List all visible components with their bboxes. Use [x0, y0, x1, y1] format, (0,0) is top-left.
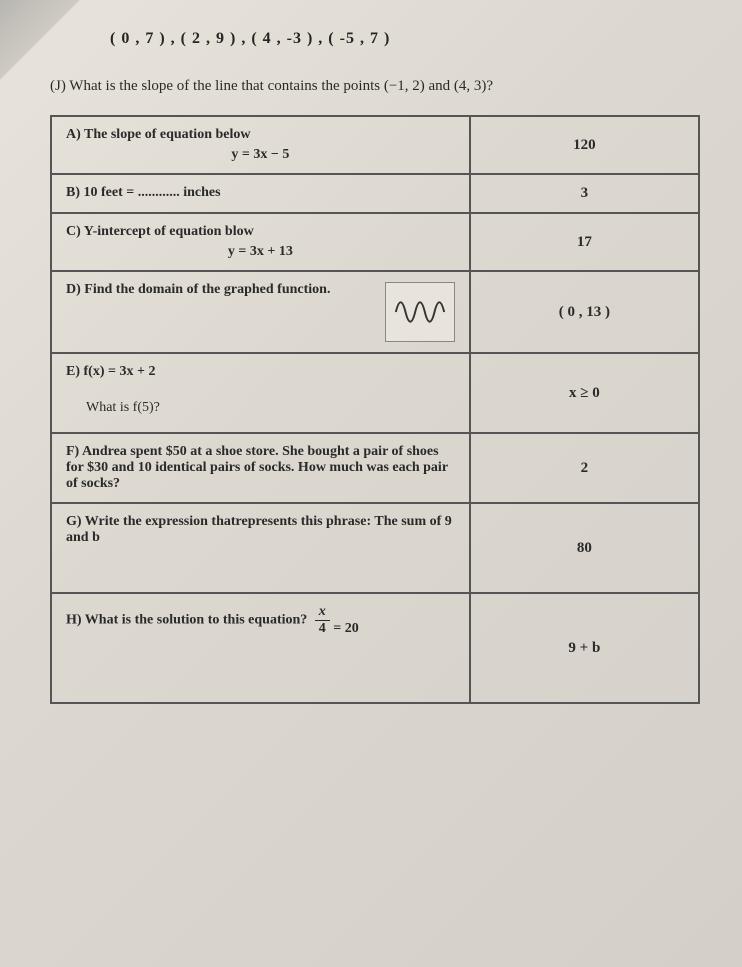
cell-e-answer: x ≥ 0 [470, 353, 699, 433]
row-h-equation: x 4 = 20 [315, 604, 359, 637]
cell-g-question: G) Write the expression thatrepresents t… [51, 503, 470, 593]
worksheet-page: ( 0 , 7 ) , ( 2 , 9 ) , ( 4 , -3 ) , ( -… [0, 0, 742, 967]
row-e-label: E) f(x) = 3x + 2 [66, 364, 155, 379]
cell-f-answer: 2 [470, 433, 699, 503]
coordinate-list: ( 0 , 7 ) , ( 2 , 9 ) , ( 4 , -3 ) , ( -… [110, 30, 712, 48]
cell-d-answer: ( 0 , 13 ) [470, 271, 699, 353]
row-f-label: F) Andrea spent $50 at a shoe store. She… [66, 444, 448, 491]
cell-b-question: B) 10 feet = ............ inches [51, 174, 470, 213]
row-c-equation: y = 3x + 13 [66, 244, 455, 260]
function-graph-icon [385, 282, 455, 342]
cell-c-answer: 17 [470, 213, 699, 271]
cell-h-question: H) What is the solution to this equation… [51, 593, 470, 703]
cell-h-answer: 9 + b [470, 593, 699, 703]
row-c-label: C) Y-intercept of equation blow [66, 224, 254, 239]
table-row: C) Y-intercept of equation blow y = 3x +… [51, 213, 699, 271]
table-row: D) Find the domain of the graphed functi… [51, 271, 699, 353]
question-j: (J) What is the slope of the line that c… [50, 78, 712, 95]
table-row: G) Write the expression thatrepresents t… [51, 503, 699, 593]
cell-g-answer: 80 [470, 503, 699, 593]
row-d-label: D) Find the domain of the graphed functi… [66, 282, 330, 297]
table-row: B) 10 feet = ............ inches 3 [51, 174, 699, 213]
cell-a-question: A) The slope of equation below y = 3x − … [51, 116, 470, 174]
row-a-label: A) The slope of equation below [66, 127, 250, 142]
cell-a-answer: 120 [470, 116, 699, 174]
cell-f-question: F) Andrea spent $50 at a shoe store. She… [51, 433, 470, 503]
cell-c-question: C) Y-intercept of equation blow y = 3x +… [51, 213, 470, 271]
table-row: E) f(x) = 3x + 2 What is f(5)? x ≥ 0 [51, 353, 699, 433]
row-h-label: H) What is the solution to this equation… [66, 613, 307, 628]
cell-b-answer: 3 [470, 174, 699, 213]
row-b-label: B) 10 feet = ............ inches [66, 185, 221, 200]
table-row: H) What is the solution to this equation… [51, 593, 699, 703]
table-row: A) The slope of equation below y = 3x − … [51, 116, 699, 174]
row-g-label: G) Write the expression thatrepresents t… [66, 514, 452, 545]
page-corner-fold [0, 0, 80, 80]
table-row: F) Andrea spent $50 at a shoe store. She… [51, 433, 699, 503]
cell-d-question: D) Find the domain of the graphed functi… [51, 271, 470, 353]
row-e-sub: What is f(5)? [86, 400, 455, 416]
row-a-equation: y = 3x − 5 [66, 147, 455, 163]
worksheet-table: A) The slope of equation below y = 3x − … [50, 115, 700, 704]
cell-e-question: E) f(x) = 3x + 2 What is f(5)? [51, 353, 470, 433]
